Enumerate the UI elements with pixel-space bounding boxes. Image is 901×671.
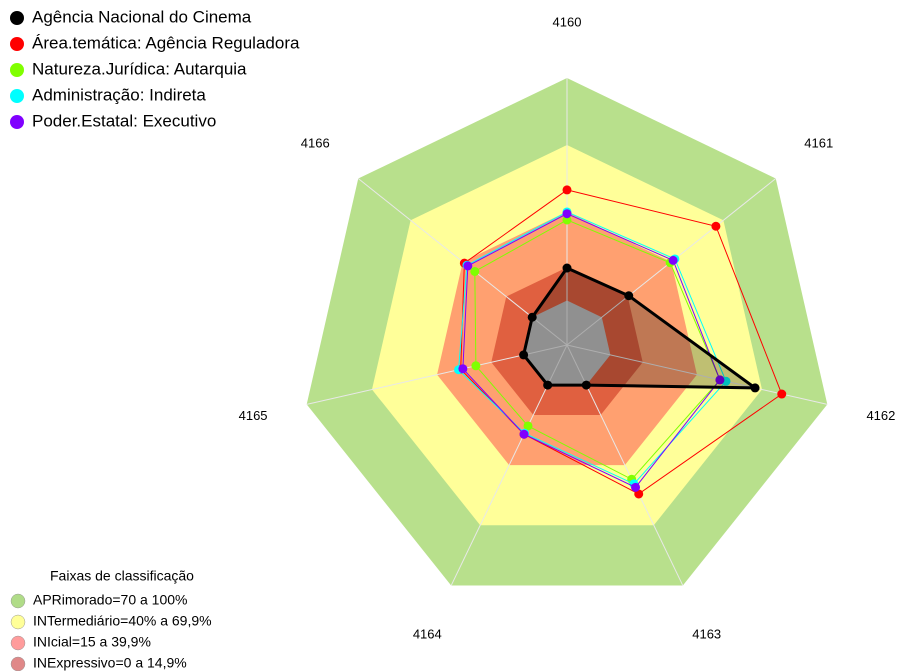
axis-label: 4165 (239, 408, 268, 423)
band-legend-marker (10, 614, 26, 630)
series-point (631, 482, 641, 492)
series-point (562, 263, 572, 273)
axis-label: 4162 (866, 408, 895, 423)
series-point (519, 350, 529, 360)
legend-label: Administração: Indireta (32, 85, 206, 104)
legend-marker (10, 89, 24, 103)
legend-label: Poder.Estatal: Executivo (32, 111, 216, 130)
series-point (562, 215, 572, 225)
series-point (668, 255, 678, 265)
legend-label: Natureza.Jurídica: Autarquia (32, 59, 247, 78)
legend-label: Área.temática: Agência Reguladora (32, 33, 300, 52)
band-legend-marker (10, 593, 26, 609)
series-line (474, 219, 721, 480)
axis-label: 4164 (413, 627, 442, 642)
legend-marker (10, 11, 24, 25)
axis-label: 4160 (553, 14, 582, 29)
series-point (711, 221, 721, 231)
series-line (460, 189, 783, 495)
series-point (458, 364, 468, 374)
series-point (750, 383, 760, 393)
series-line (462, 213, 721, 488)
band-legend-label: INTermediário=40% a 69,9% (33, 613, 212, 629)
band-legend-label: INExpressivo=0 a 14,9% (33, 655, 187, 671)
series-point (523, 421, 533, 431)
series-point (715, 375, 725, 385)
legend-marker (10, 115, 24, 129)
series-point (463, 261, 473, 271)
axis-label: 4161 (804, 136, 833, 151)
series-point (624, 291, 634, 301)
series-point (581, 380, 591, 390)
legend-label: Agência Nacional do Cinema (32, 7, 252, 26)
axis-label: 4166 (301, 136, 330, 151)
series-point (562, 209, 572, 219)
bands-title: Faixas de classificação (50, 568, 194, 584)
series-point (543, 380, 553, 390)
series-point (527, 312, 537, 322)
series-point (562, 185, 572, 195)
series-point (519, 429, 529, 439)
band-legend-label: APRimorado=70 a 100% (33, 592, 188, 608)
band-legend-marker (10, 635, 26, 651)
band-legend-label: INIcial=15 a 39,9% (33, 634, 151, 650)
series-line (458, 211, 727, 485)
series-point (471, 361, 481, 371)
series-point (777, 389, 787, 399)
axis-label: 4163 (692, 627, 721, 642)
legend-marker (10, 63, 24, 77)
legend-marker (10, 37, 24, 51)
band-legend-marker (10, 656, 26, 671)
series-line (521, 266, 760, 390)
series-point (470, 266, 480, 276)
